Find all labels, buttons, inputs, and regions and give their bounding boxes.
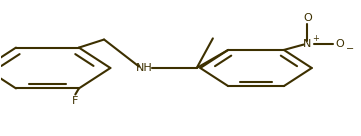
Text: +: + [312,34,319,43]
Text: NH: NH [136,63,153,73]
Text: N: N [303,39,312,49]
Text: O: O [335,39,344,49]
Text: O: O [303,13,312,23]
Text: −: − [345,44,354,54]
Text: F: F [72,95,78,106]
